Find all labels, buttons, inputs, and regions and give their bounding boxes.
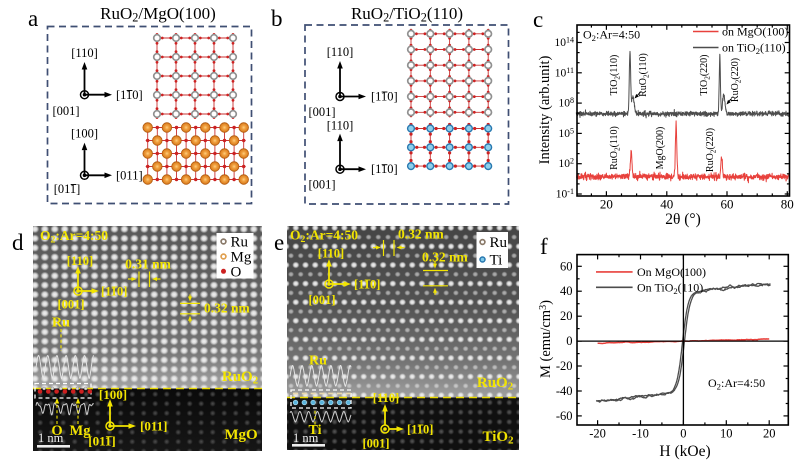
svg-text:60: 60 (560, 259, 573, 273)
svg-text:20: 20 (763, 427, 776, 441)
svg-text:[001]: [001] (52, 104, 79, 118)
svg-text:[011]: [011] (116, 169, 143, 183)
svg-text:[110]: [110] (407, 423, 433, 437)
svg-text:O: O (51, 423, 62, 439)
svg-text:[110]: [110] (354, 278, 380, 292)
svg-text:e: e (274, 230, 284, 255)
svg-text:Ru: Ru (52, 316, 70, 331)
svg-text:Intensity (arb.unit): Intensity (arb.unit) (537, 55, 553, 164)
svg-text:TiO2​(220): TiO2​(220) (699, 54, 712, 95)
svg-text:[110]: [110] (101, 285, 127, 299)
svg-text:-20: -20 (556, 359, 573, 373)
svg-text:M (emu/cm3​): M (emu/cm3​) (538, 300, 554, 378)
svg-text:MgO: MgO (224, 427, 257, 443)
svg-text:RuO2​(220): RuO2​(220) (705, 128, 718, 172)
svg-text:[001]: [001] (308, 105, 335, 119)
svg-text:O2​:Ar=4:50: O2​:Ar=4:50 (708, 376, 765, 392)
svg-text:RuO2​/TiO2​(110): RuO2​/TiO2​(110) (351, 4, 463, 25)
svg-text:On TiO2​(110): On TiO2​(110) (637, 280, 703, 296)
svg-text:Ti: Ti (490, 253, 503, 269)
svg-text:RuO2​(110): RuO2​(110) (609, 126, 622, 170)
svg-text:2θ (°): 2θ (°) (665, 211, 701, 228)
svg-text:RuO2​(110): RuO2​(110) (638, 53, 651, 97)
svg-text:0: 0 (566, 334, 572, 348)
svg-text:[110]: [110] (371, 162, 398, 176)
svg-text:RuO2​(220): RuO2​(220) (730, 58, 743, 102)
svg-text:RuO2​/MgO(100): RuO2​/MgO(100) (100, 4, 216, 25)
svg-text:[001]: [001] (308, 178, 335, 192)
svg-text:[001]: [001] (308, 293, 335, 307)
svg-text:[001]: [001] (57, 298, 84, 312)
svg-text:b: b (271, 6, 283, 31)
svg-text:[011]: [011] (54, 182, 81, 196)
svg-text:-10: -10 (632, 427, 649, 441)
svg-text:on TiO2​(110): on TiO2​(110) (722, 41, 786, 57)
svg-text:[110]: [110] (71, 46, 98, 60)
svg-text:[110]: [110] (373, 391, 399, 405)
svg-text:Ru: Ru (309, 354, 327, 369)
svg-text:Mg: Mg (70, 423, 92, 439)
svg-text:10: 10 (720, 427, 733, 441)
svg-text:40: 40 (560, 284, 573, 298)
svg-text:a: a (28, 6, 38, 31)
svg-text:[001]: [001] (362, 437, 389, 451)
svg-text:0.32 nm: 0.32 nm (204, 301, 251, 316)
svg-text:-40: -40 (556, 384, 573, 398)
svg-text:[011]: [011] (88, 434, 115, 449)
svg-text:[110]: [110] (371, 90, 398, 104)
svg-text:c: c (533, 7, 543, 32)
svg-text:On MgO(100): On MgO(100) (637, 265, 706, 279)
svg-text:[100]: [100] (71, 127, 98, 141)
svg-text:20: 20 (560, 309, 573, 323)
svg-text:TiO2​(110): TiO2​(110) (609, 55, 622, 96)
svg-text:[110]: [110] (327, 119, 354, 133)
svg-text:MgO(200): MgO(200) (655, 127, 666, 170)
svg-text:[110]: [110] (327, 45, 354, 59)
svg-text:0.32 nm: 0.32 nm (422, 250, 469, 265)
svg-text:d: d (12, 230, 24, 255)
svg-text:80: 80 (781, 197, 794, 212)
svg-text:[100]: [100] (99, 387, 127, 402)
svg-text:0.31 nm: 0.31 nm (125, 257, 172, 272)
svg-text:O2​:Ar=4:50: O2​:Ar=4:50 (40, 228, 108, 246)
svg-text:1 nm: 1 nm (38, 431, 64, 445)
svg-text:O: O (231, 264, 242, 280)
svg-text:Ru: Ru (231, 235, 249, 251)
svg-text:[011]: [011] (140, 419, 167, 434)
svg-text:Ti: Ti (309, 423, 322, 438)
svg-text:H (kOe): H (kOe) (659, 443, 710, 460)
svg-text:Mg: Mg (231, 250, 252, 266)
svg-text:RuO2​: RuO2​ (477, 375, 513, 393)
svg-text:[110]: [110] (318, 247, 344, 261)
svg-text:f: f (540, 234, 548, 259)
svg-text:on MgO(100): on MgO(100) (722, 25, 788, 39)
svg-text:O2​:Ar=4:50: O2​:Ar=4:50 (290, 228, 358, 246)
svg-text:40: 40 (660, 197, 673, 212)
svg-text:RuO2​: RuO2​ (222, 369, 258, 387)
svg-text:[110]: [110] (116, 88, 143, 102)
svg-text:60: 60 (721, 197, 734, 212)
svg-text:[110]: [110] (67, 254, 93, 268)
svg-text:-20: -20 (589, 427, 606, 441)
svg-text:-60: -60 (556, 409, 573, 423)
svg-text:0: 0 (680, 427, 686, 441)
svg-text:Ru: Ru (490, 235, 508, 251)
svg-text:0.32 nm: 0.32 nm (398, 227, 445, 242)
svg-text:TiO2​: TiO2​ (483, 429, 514, 447)
svg-text:20: 20 (600, 197, 613, 212)
svg-text:1 nm: 1 nm (293, 431, 319, 445)
svg-text:O2​:Ar=4:50: O2​:Ar=4:50 (583, 28, 640, 44)
